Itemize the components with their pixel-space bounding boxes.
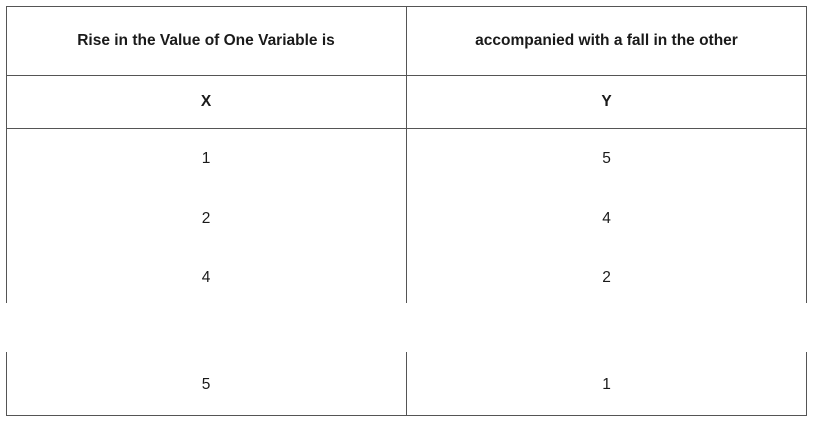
column-label-x: X — [200, 93, 212, 110]
table-cell-x: 1 — [201, 150, 211, 167]
table-cell-y: 5 — [602, 150, 611, 167]
header-cell-x-description: Rise in the Value of One Variable is — [77, 32, 335, 49]
right-border-lower — [806, 352, 807, 416]
left-border-lower — [6, 352, 7, 416]
left-border-upper — [6, 6, 7, 303]
middle-divider-upper — [406, 6, 407, 303]
column-label-y: Y — [601, 93, 612, 110]
middle-divider-lower — [406, 352, 407, 416]
table-cell-x: 4 — [201, 269, 211, 286]
table-cell-x: 5 — [201, 376, 211, 393]
header-cell-y-description: accompanied with a fall in the other — [475, 32, 738, 49]
table-cell-x: 2 — [201, 210, 211, 227]
table-cell-y: 4 — [602, 210, 611, 227]
table-cell-y: 2 — [602, 269, 611, 286]
right-border-upper — [806, 6, 807, 303]
table-cell-y: 1 — [602, 376, 611, 393]
data-table: Rise in the Value of One Variable is acc… — [6, 6, 807, 416]
